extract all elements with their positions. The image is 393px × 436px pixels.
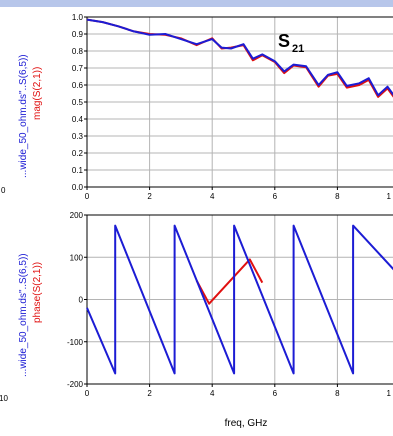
y-tick-label: 0.7 [72,64,84,73]
x-tick-label: 6 [273,192,278,201]
top-window-strip [0,0,393,7]
x-tick-label: 8 [335,192,340,201]
x-tick-label: 0 [85,389,90,398]
y-tick-label: 0.1 [72,166,84,175]
x-axis-label: freq, GHz [225,418,268,429]
left-bottom-ylabel-b: phase(S(2,1)) [32,262,43,323]
series-line-red [195,258,264,305]
left-bottom-ylabel-a: ...wide_50_ohm.ds"..S(6,5)) [18,253,29,377]
y-tick-label: 0.0 [72,183,84,192]
y-tick-label: 0.2 [72,149,84,158]
y-tick-label: 0.9 [72,30,84,39]
series-line-blue [86,18,393,97]
s21-annotation-main: S [278,31,290,51]
y-tick-label: -100 [67,338,84,347]
y-tick-label: 0.4 [72,115,84,124]
left-top-ylabel-a: ...wide_50_ohm.ds"..S(6,5)) [18,54,29,178]
x-tick-label: 2 [147,389,152,398]
x-tick-label: 1 [387,389,392,398]
magnitude-chart: 0.0 0.1 0.2 0.3 0.4 0.5 0.6 0.7 0.8 0.9 1.0 0 2 4 6 8 1 [72,13,393,201]
x-tick-label: 1 [387,192,392,201]
phase-chart: -200 -100 0 100 200 0 2 4 6 8 1 [67,211,393,398]
y-tick-label: 0 [79,296,84,305]
left-partial-panels: ...wide_50_ohm.ds"..S(6,5)) mag(S(2,1)) … [0,54,43,403]
left-top-ylabel-b: mag(S(2,1)) [32,67,43,120]
y-tick-label: 0.5 [72,98,84,107]
y-tick-label: 200 [70,211,84,220]
left-bottom-tick: 10 [0,394,8,403]
y-tick-label: 1.0 [72,13,84,22]
s21-annotation-sub: 21 [292,43,304,55]
x-tick-label: 4 [210,389,215,398]
y-tick-label: 0.8 [72,47,84,56]
left-top-tick: 0 [1,186,6,195]
x-tick-label: 6 [273,389,278,398]
x-tick-label: 0 [85,192,90,201]
y-tick-label: -200 [67,380,84,389]
series-line-blue [86,224,393,375]
x-tick-label: 4 [210,192,215,201]
y-tick-label: 0.6 [72,81,84,90]
x-tick-label: 8 [335,389,340,398]
y-tick-label: 0.3 [72,132,84,141]
x-tick-label: 2 [147,192,152,201]
y-tick-label: 100 [70,253,84,262]
